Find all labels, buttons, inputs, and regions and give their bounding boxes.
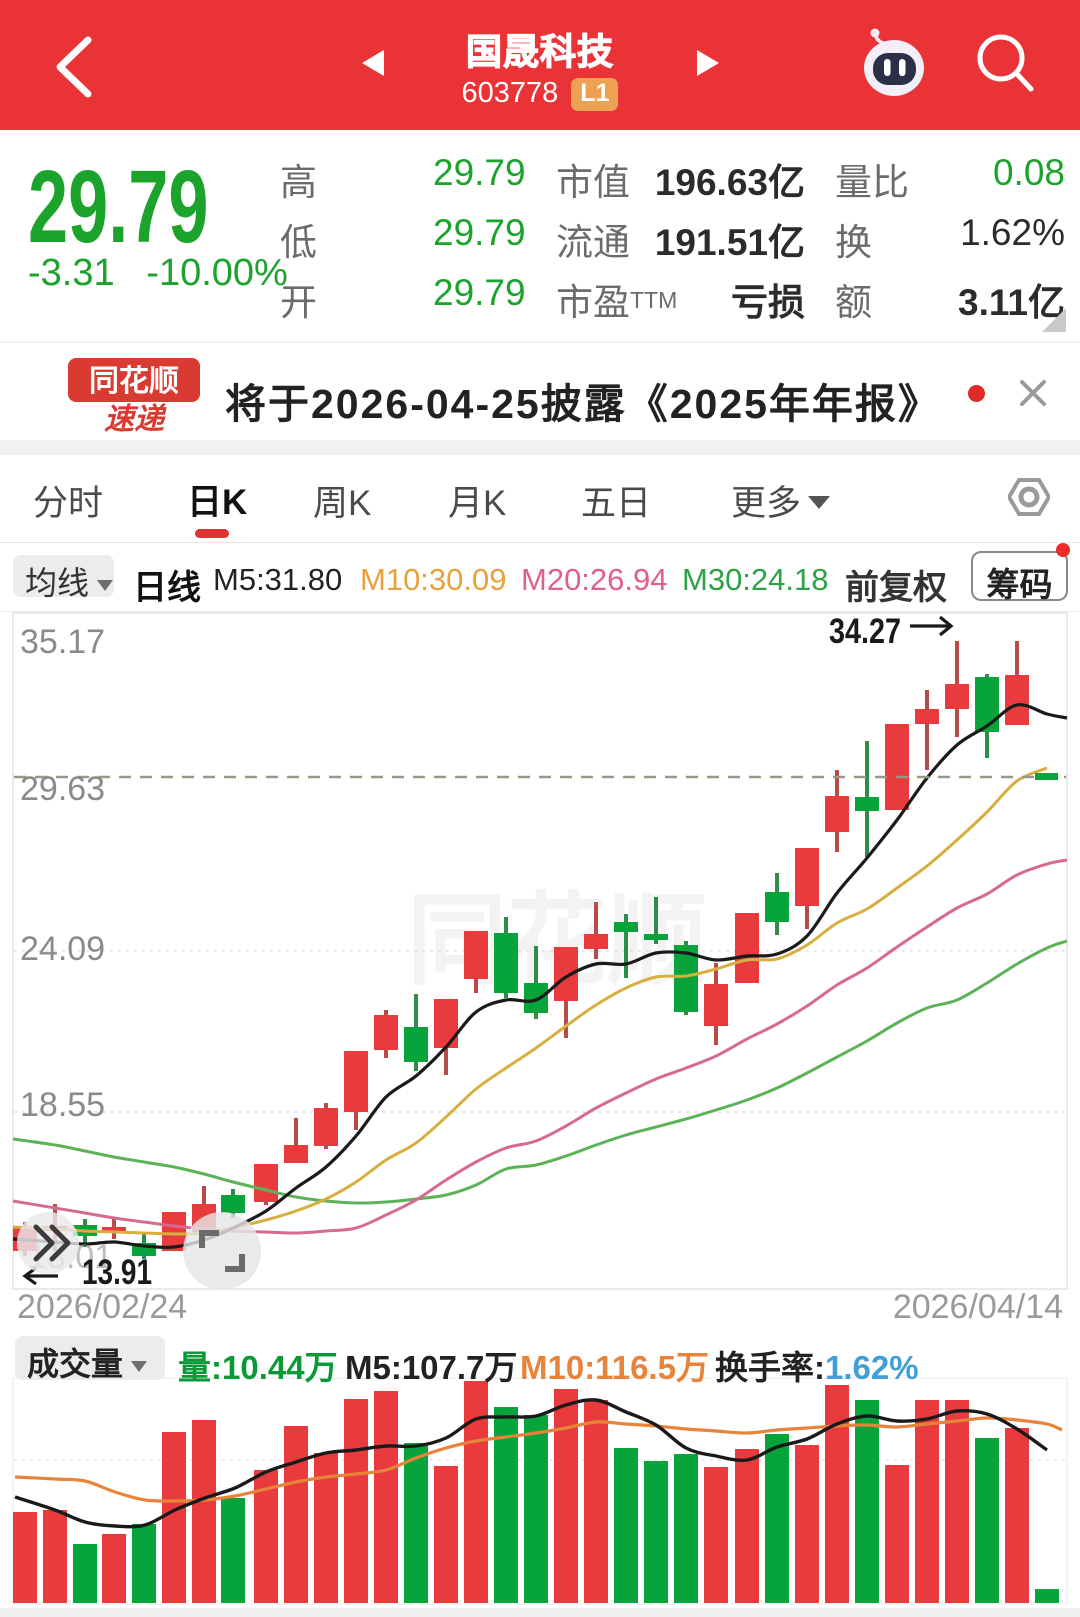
svg-text:29.63: 29.63 — [20, 770, 105, 808]
svg-text:35.17: 35.17 — [20, 623, 105, 661]
svg-text:2026/02/24: 2026/02/24 — [17, 1288, 187, 1326]
svg-text:13.91: 13.91 — [82, 1253, 152, 1292]
svg-text:18.55: 18.55 — [20, 1086, 105, 1124]
svg-text:34.27: 34.27 — [829, 612, 901, 651]
svg-text:2026/04/14: 2026/04/14 — [893, 1288, 1063, 1326]
svg-text:24.09: 24.09 — [20, 930, 105, 968]
svg-text:速递: 速递 — [104, 403, 167, 432]
svg-text:同花顺: 同花顺 — [89, 365, 179, 398]
